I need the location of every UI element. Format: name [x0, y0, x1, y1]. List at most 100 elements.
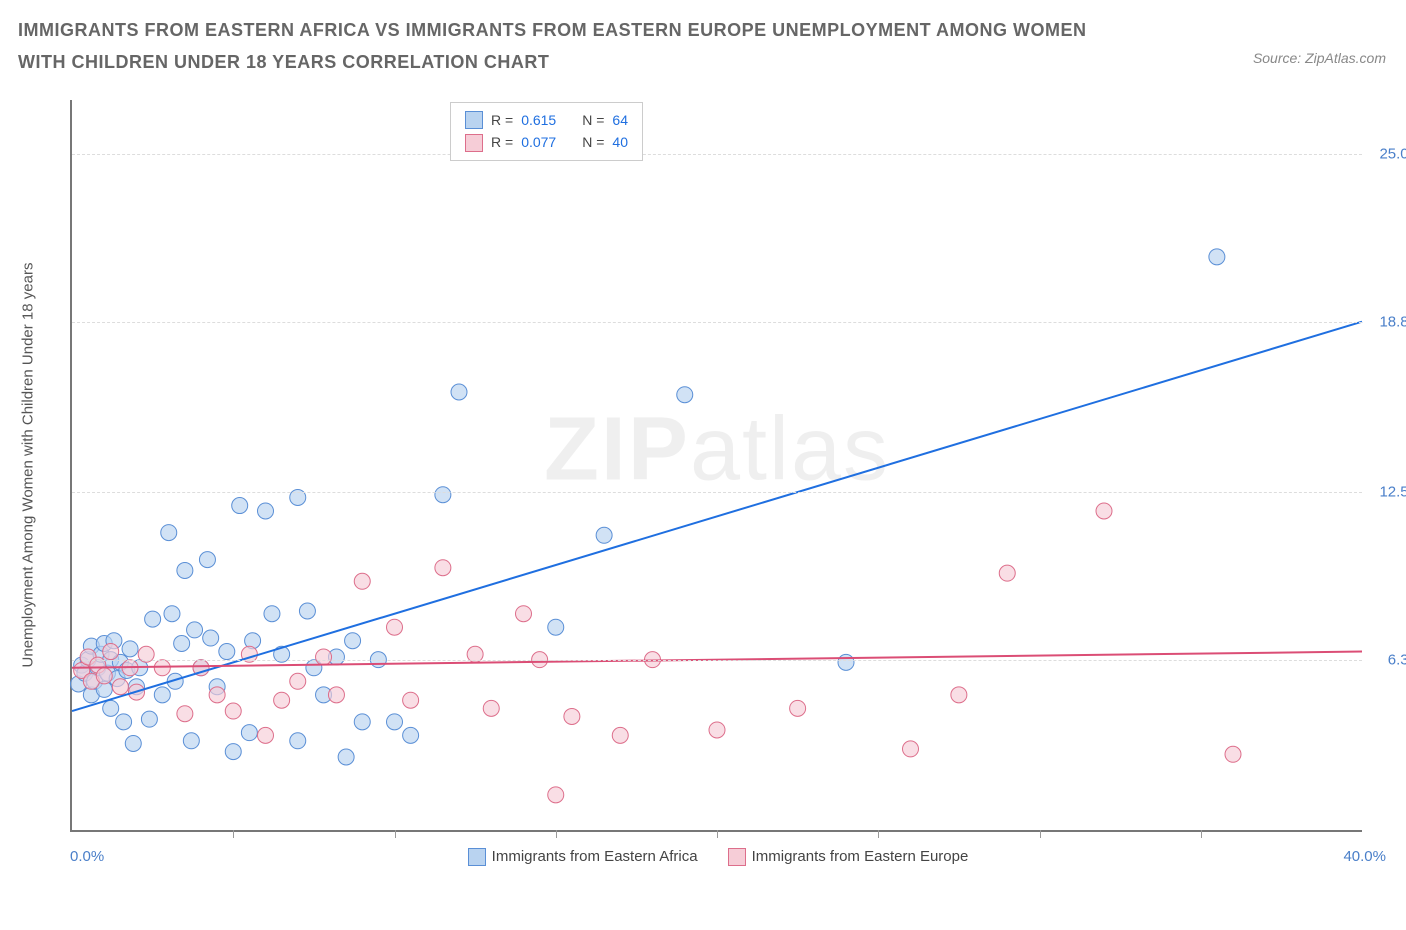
- data-point: [203, 630, 219, 646]
- data-point: [677, 387, 693, 403]
- x-tick: [1201, 830, 1202, 838]
- x-tick: [233, 830, 234, 838]
- legend-swatch: [465, 134, 483, 152]
- data-point: [1209, 249, 1225, 265]
- data-point: [225, 744, 241, 760]
- grid-line: [72, 154, 1362, 155]
- legend-n-value: 40: [612, 131, 628, 153]
- legend-series: Immigrants from Eastern Africa Immigrants…: [0, 848, 1406, 866]
- legend-correlation: R = 0.615 N = 64 R = 0.077 N = 40: [450, 102, 643, 161]
- data-point: [258, 503, 274, 519]
- data-point: [709, 722, 725, 738]
- x-tick: [878, 830, 879, 838]
- data-point: [548, 619, 564, 635]
- data-point: [516, 606, 532, 622]
- data-point: [354, 573, 370, 589]
- y-tick-label: 6.3%: [1388, 651, 1406, 668]
- data-point: [199, 552, 215, 568]
- legend-row: R = 0.077 N = 40: [465, 131, 628, 153]
- y-tick-label: 12.5%: [1379, 484, 1406, 501]
- data-point: [209, 687, 225, 703]
- data-point: [164, 606, 180, 622]
- data-point: [299, 603, 315, 619]
- data-point: [264, 606, 280, 622]
- data-point: [790, 700, 806, 716]
- data-point: [387, 714, 403, 730]
- data-point: [451, 384, 467, 400]
- data-point: [596, 527, 612, 543]
- legend-r-value: 0.077: [521, 131, 556, 153]
- data-point: [103, 644, 119, 660]
- y-tick-label: 25.0%: [1379, 146, 1406, 163]
- data-point: [241, 725, 257, 741]
- data-point: [999, 565, 1015, 581]
- data-point: [838, 654, 854, 670]
- data-point: [316, 649, 332, 665]
- legend-series-label: Immigrants from Eastern Africa: [492, 848, 698, 865]
- data-point: [177, 562, 193, 578]
- data-point: [1096, 503, 1112, 519]
- data-point: [387, 619, 403, 635]
- grid-line: [72, 322, 1362, 323]
- data-point: [951, 687, 967, 703]
- legend-swatch: [728, 848, 746, 866]
- legend-swatch: [465, 111, 483, 129]
- data-point: [290, 673, 306, 689]
- data-point: [903, 741, 919, 757]
- plot-area: ZIPatlas 6.3%12.5%18.8%25.0%: [70, 100, 1362, 832]
- data-point: [435, 487, 451, 503]
- legend-series-label: Immigrants from Eastern Europe: [752, 848, 969, 865]
- x-tick: [556, 830, 557, 838]
- source-attribution: Source: ZipAtlas.com: [1253, 50, 1386, 66]
- data-point: [141, 711, 157, 727]
- data-point: [354, 714, 370, 730]
- data-point: [435, 560, 451, 576]
- data-point: [258, 727, 274, 743]
- legend-r-label: R =: [491, 109, 513, 131]
- data-point: [1225, 746, 1241, 762]
- data-point: [290, 733, 306, 749]
- data-point: [161, 525, 177, 541]
- data-point: [483, 700, 499, 716]
- data-point: [548, 787, 564, 803]
- legend-row: R = 0.615 N = 64: [465, 109, 628, 131]
- x-tick: [1040, 830, 1041, 838]
- data-point: [232, 498, 248, 514]
- data-point: [612, 727, 628, 743]
- grid-line: [72, 660, 1362, 661]
- legend-n-label: N =: [582, 131, 604, 153]
- legend-n-value: 64: [612, 109, 628, 131]
- data-point: [112, 679, 128, 695]
- data-point: [116, 714, 132, 730]
- data-point: [154, 687, 170, 703]
- chart-title: IMMIGRANTS FROM EASTERN AFRICA VS IMMIGR…: [18, 14, 1118, 79]
- data-point: [122, 641, 138, 657]
- legend-r-value: 0.615: [521, 109, 556, 131]
- data-point: [564, 708, 580, 724]
- y-axis-label: Unemployment Among Women with Children U…: [20, 263, 37, 668]
- data-point: [145, 611, 161, 627]
- data-point: [174, 635, 190, 651]
- data-point: [103, 700, 119, 716]
- data-point: [125, 735, 141, 751]
- data-point: [274, 692, 290, 708]
- data-point: [187, 622, 203, 638]
- data-point: [154, 660, 170, 676]
- data-point: [403, 692, 419, 708]
- data-point: [177, 706, 193, 722]
- grid-line: [72, 492, 1362, 493]
- x-tick: [395, 830, 396, 838]
- data-point: [338, 749, 354, 765]
- data-point: [225, 703, 241, 719]
- data-point: [345, 633, 361, 649]
- plot-svg: [72, 100, 1362, 830]
- y-tick-label: 18.8%: [1379, 313, 1406, 330]
- data-point: [403, 727, 419, 743]
- data-point: [183, 733, 199, 749]
- data-point: [328, 687, 344, 703]
- data-point: [96, 668, 112, 684]
- legend-n-label: N =: [582, 109, 604, 131]
- x-tick: [717, 830, 718, 838]
- data-point: [219, 644, 235, 660]
- legend-r-label: R =: [491, 131, 513, 153]
